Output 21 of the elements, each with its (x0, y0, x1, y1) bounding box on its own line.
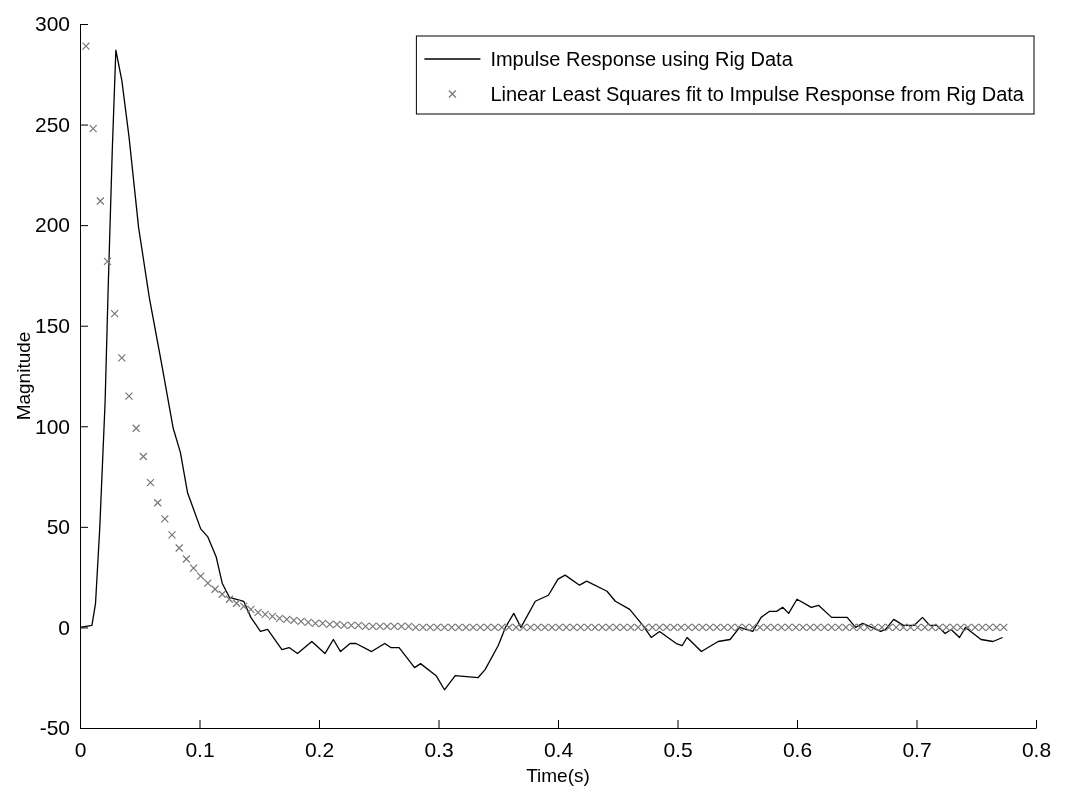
y-tick-label: 150 (34, 313, 70, 337)
y-tick-label: 100 (34, 414, 70, 438)
y-tick-label: 200 (34, 213, 70, 237)
y-tick-label: 50 (46, 515, 70, 539)
y-tick-label: 0 (58, 615, 70, 639)
x-tick-label: 0.3 (424, 737, 454, 761)
x-tick-label: 0 (74, 737, 87, 761)
x-tick-label: 0.5 (663, 737, 693, 761)
x-tick-label: 0.1 (185, 737, 215, 761)
x-tick-label: 0.6 (782, 737, 813, 761)
legend-label: Impulse Response using Rig Data (490, 48, 794, 70)
x-tick-label: 0.8 (1021, 737, 1052, 761)
x-tick-label: 0.4 (543, 737, 574, 761)
y-axis-title: Magnitude (13, 331, 34, 421)
y-tick-label: -50 (39, 716, 70, 740)
y-tick-label: 300 (34, 12, 70, 36)
legend-label: Linear Least Squares fit to Impulse Response from Rig Data (490, 83, 1025, 105)
x-tick-label: 0.2 (304, 737, 335, 761)
y-tick-label: 250 (34, 112, 70, 136)
x-axis-title: Time(s) (526, 765, 590, 786)
x-tick-label: 0.7 (902, 737, 932, 761)
